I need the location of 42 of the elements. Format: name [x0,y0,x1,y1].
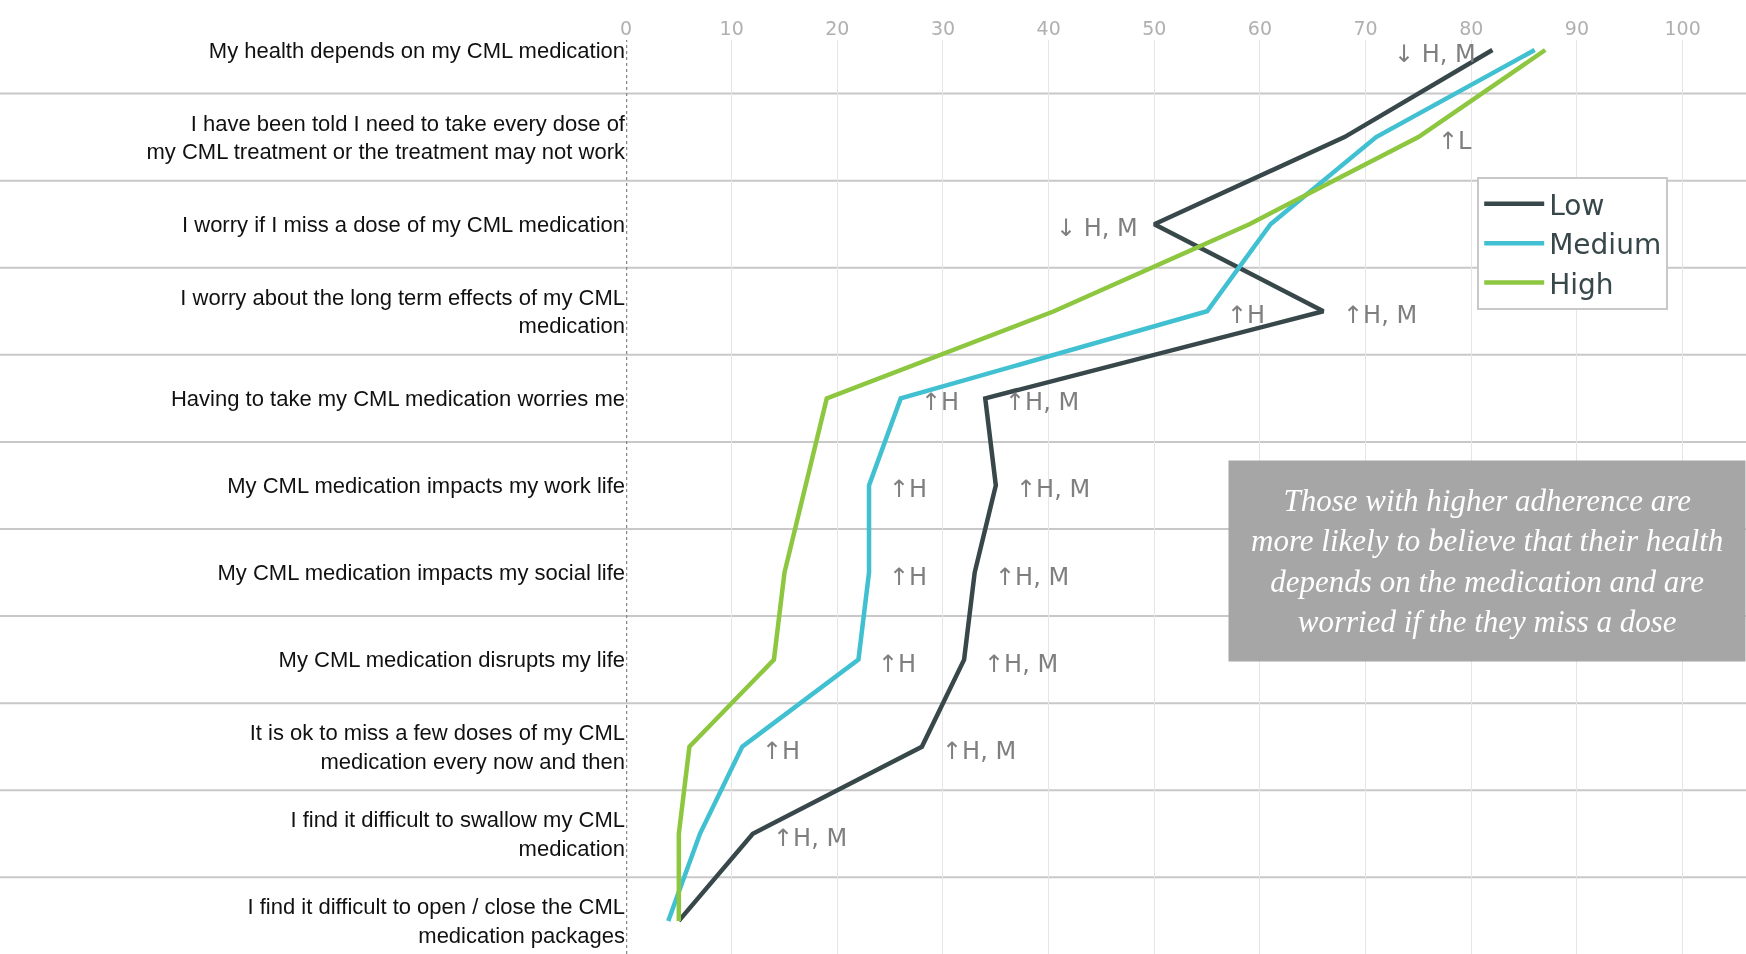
x-tick-label: 0 [619,17,633,40]
x-tick-label: 70 [1353,17,1378,40]
annotation: ↑H [889,475,928,503]
x-tick-label: 80 [1459,17,1484,40]
y-tick-label: I find it difficult to open / close the CML medication packages [247,894,625,948]
x-tick-label: 50 [1142,17,1167,40]
annotation: ↑H [878,650,917,678]
y-tick-label: I worry if I miss a dose of my CML medication [182,211,625,237]
annotation: ↑H, M [1005,388,1080,416]
y-tick-label: I find it difficult to swallow my CML medication [290,807,625,861]
annotation: ↑H, M [984,650,1059,678]
annotation: ↓ H, M [1394,40,1476,68]
annotation: ↑H, M [1343,301,1418,329]
annotation: ↑H, M [1016,475,1091,503]
annotation: ↑H [762,737,801,765]
annotation: ↓ H, M [1056,214,1138,242]
legend-label: High [1549,267,1614,301]
y-tick-label: I worry about the long term effects of my CML medication [180,284,625,339]
annotation: ↑L [1438,127,1473,155]
y-tick-label: It is ok to miss a few doses of my CML medication every now and then [249,720,625,774]
x-tick-label: 60 [1247,17,1273,40]
y-tick-label: My CML medication impacts my work life [227,473,625,499]
x-tick-label: 20 [825,17,850,40]
x-tick-label: 10 [719,17,744,40]
annotation: ↑H [921,388,960,416]
y-tick-label: Having to take my CML medication worries me [170,386,625,412]
legend-label: Medium [1549,228,1662,262]
annotation: ↑H [1227,301,1266,329]
y-tick-label: I have been told I need to take every dose of my CML treatment or the treatment may not work [146,110,626,165]
y-tick-label: My CML medication disrupts my life [278,647,625,673]
x-tick-label: 100 [1664,17,1701,40]
annotation: ↑H [889,563,928,591]
annotation: ↑H, M [942,737,1017,765]
x-tick-label: 40 [1036,17,1061,40]
legend-label: Low [1549,188,1605,222]
annotation: ↑H, M [773,824,848,852]
x-tick-label: 90 [1564,17,1590,40]
annotation: ↑H, M [995,563,1070,591]
y-tick-label: My CML medication impacts my social life [217,560,625,586]
annotation: Those with higher adherence are more likely to believe that their health depends on the medication and are worried if the they miss a dose [1251,483,1724,639]
x-tick-label: 30 [930,17,956,40]
y-tick-label: My health depends on my CML medication [208,37,625,63]
